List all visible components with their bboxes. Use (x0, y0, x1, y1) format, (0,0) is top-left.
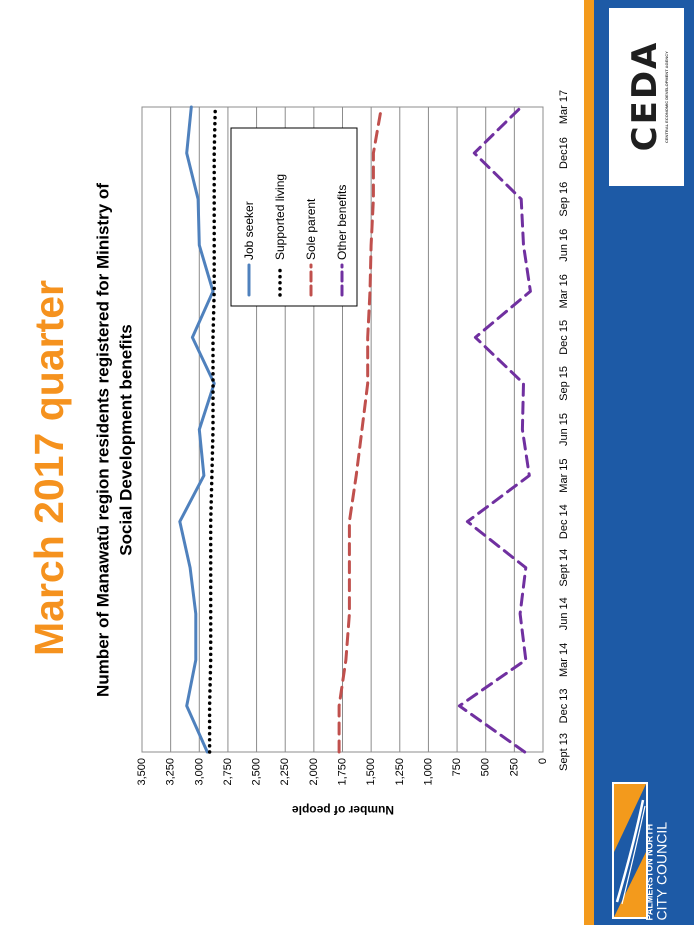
x-tick-label: Dec 14 (558, 504, 570, 539)
legend-label: Other benefits (335, 185, 349, 260)
ceda-logo: CEDA CENTRAL ECONOMIC DEVELOPMENT AGENCY (609, 8, 684, 186)
council-shield-icon (612, 782, 648, 919)
y-tick-label: 0 (537, 758, 549, 764)
y-tick-label: 2,750 (222, 758, 234, 786)
ceda-logo-tagline: CENTRAL ECONOMIC DEVELOPMENT AGENCY (664, 51, 669, 143)
x-tick-label: Sep 15 (558, 366, 570, 401)
series-line (457, 105, 532, 754)
y-tick-label: 750 (451, 758, 463, 776)
series-line (207, 105, 218, 754)
council-name: PALMERSTON NORTH CITY COUNCIL (645, 784, 670, 921)
x-tick-label: Dec 15 (558, 320, 570, 355)
x-tick-label: Mar 17 (558, 90, 570, 124)
y-tick-label: 3,250 (165, 758, 177, 786)
x-tick-label: Mar 14 (558, 643, 570, 677)
ceda-logo-text: CEDA (625, 40, 665, 152)
x-tick-labels: Sept 13 Dec 13 Mar 14 Jun 14 Sept 14 Dec 14 Ma… (558, 90, 570, 771)
series-line (337, 105, 383, 754)
x-tick-label: Jun 16 (558, 229, 570, 262)
legend-label: Job seeker (242, 201, 256, 260)
x-tick-label: Dec 13 (558, 688, 570, 723)
series-lines (178, 105, 532, 754)
council-logo: PALMERSTON NORTH CITY COUNCIL (612, 782, 678, 921)
x-tick-label: Sept 14 (558, 549, 570, 587)
legend-box (230, 127, 358, 307)
council-name-line2: CITY COUNCIL (653, 821, 670, 921)
legend-label: Sole parent (304, 198, 318, 260)
y-tick-label: 3,500 (136, 758, 148, 786)
y-tick-label: 1,250 (394, 758, 406, 786)
y-tick-label: 500 (480, 758, 492, 776)
x-tick-label: Sept 13 (558, 733, 570, 771)
y-tick-label: 2,000 (308, 758, 320, 786)
x-tick-label: Mar 16 (558, 274, 570, 308)
chart-title-line2: Social Development benefits (117, 324, 136, 555)
y-tick-label: 1,750 (337, 758, 349, 786)
x-tick-label: Jun 15 (558, 413, 570, 446)
x-tick-label: Jun 14 (558, 597, 570, 630)
chart-title: Number of Manawatū region residents regi… (94, 183, 113, 697)
orange-accent-bar (584, 0, 594, 925)
y-tick-label: 1,500 (365, 758, 377, 786)
x-tick-label: Sep 16 (558, 182, 570, 217)
legend-label: Supported living (273, 174, 287, 260)
x-tick-label: Mar 15 (558, 458, 570, 492)
series-line (178, 105, 216, 754)
y-tick-label: 2,250 (279, 758, 291, 786)
y-axis-label: Number of people (292, 803, 394, 817)
y-tick-label: 3,000 (193, 758, 205, 786)
x-tick-label: Dec16 (558, 137, 570, 169)
y-tick-label: 1,000 (422, 758, 434, 786)
y-tick-labels: 0 250 500 750 1,000 1,250 1,500 1,750 2,000 2,250… (136, 758, 549, 786)
y-tick-label: 2,500 (251, 758, 263, 786)
legend: Job seeker Supported living Sole parent Oth… (230, 127, 358, 307)
y-tick-label: 250 (508, 758, 520, 776)
